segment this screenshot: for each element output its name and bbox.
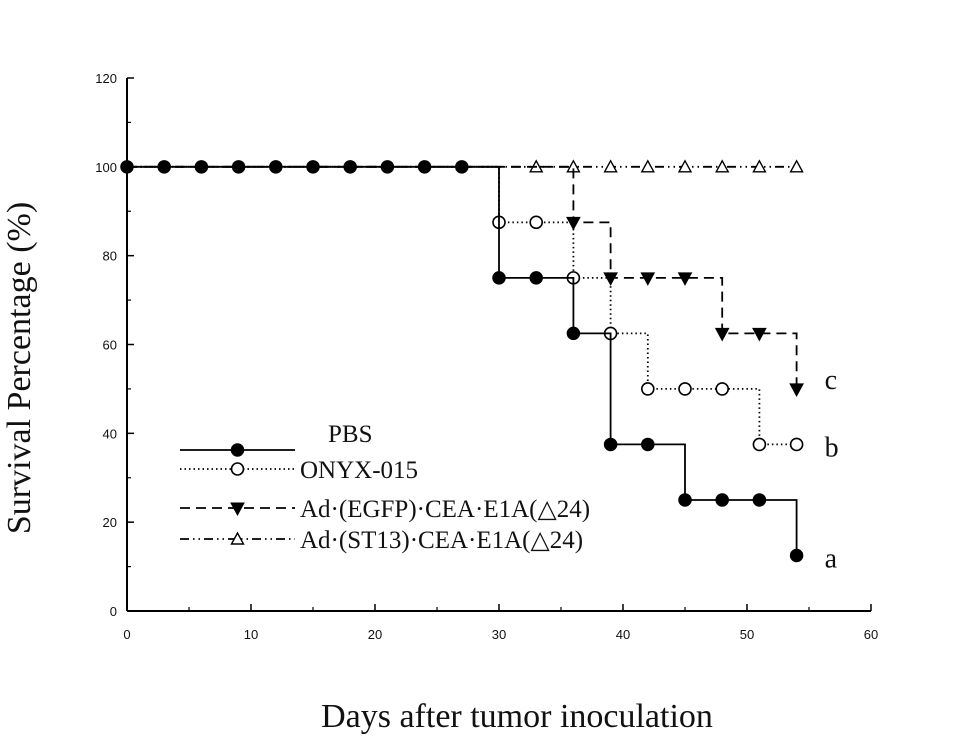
x-tick-label: 10 [244,627,258,642]
data-point [603,437,618,452]
data-point [640,159,655,173]
data-point [752,159,767,173]
series-end-label: c [825,365,837,396]
data-point [194,160,209,174]
data-point [603,272,618,286]
data-point [715,382,730,396]
legend: PBS ONYX-015 Ad·(EGFP)·CEA·E1A(△24) Ad·(ST1… [180,421,590,554]
data-point [714,327,730,342]
series-layer [120,159,804,563]
data-point [455,160,469,174]
data-point [752,437,767,452]
data-point [417,160,432,174]
data-point [789,159,804,173]
data-point [752,493,767,507]
legend-entry: Ad·(EGFP)·CEA·E1A(△24) [180,496,590,523]
x-tick-label: 60 [864,627,878,642]
y-tick-label: 80 [103,249,117,264]
series-2 [127,165,804,452]
data-point [566,326,581,341]
y-tick-label: 40 [103,426,117,441]
legend-marker [230,443,245,457]
data-point [677,159,693,173]
x-tick-label: 40 [616,627,630,642]
data-point [789,383,804,397]
legend-label: Ad·(ST13)·CEA·E1A(△24) [300,527,583,554]
data-point [752,327,767,342]
data-point [157,160,171,174]
y-tick-label: 0 [110,604,117,619]
series-end-label: b [825,432,839,463]
series-line [127,165,797,446]
end-labels: a b c [825,365,839,575]
series-line [127,165,798,389]
legend-label: PBS [328,421,372,448]
series-3 [127,165,804,397]
data-point [678,493,692,507]
data-point [678,382,692,396]
data-point [269,160,283,174]
data-point [677,272,693,286]
y-tick-label: 20 [103,515,117,530]
legend-label: ONYX-015 [300,457,418,484]
data-point [640,272,656,286]
axes: 0 20 40 60 80 100 120 0 10 20 30 40 50 60 [95,71,878,642]
data-point [789,437,804,452]
legend-entry: ONYX-015 [180,457,418,484]
data-point [380,160,395,174]
data-point [231,160,246,174]
legend-marker [230,531,245,545]
data-point [566,216,581,231]
x-tick-label: 50 [740,627,754,642]
x-axis-title: Days after tumor inoculation [321,698,713,735]
data-point [603,159,618,173]
x-tick-label: 20 [368,627,382,642]
legend-marker [230,462,245,476]
data-point [529,215,544,230]
data-point [715,493,729,507]
data-point [306,160,320,174]
y-tick-label: 100 [95,160,117,175]
y-axis-title: Survival Percentage (%) [1,202,38,534]
data-point [715,159,730,173]
data-point [789,548,804,563]
data-point [343,160,357,174]
data-point [640,382,655,396]
y-tick-label: 120 [95,71,117,86]
data-point [641,437,655,452]
series-end-label: a [825,543,838,574]
legend-marker [230,502,245,517]
x-tick-label: 30 [492,627,506,642]
data-point [529,271,543,285]
legend-entry: PBS [180,421,372,457]
data-point [120,160,134,174]
legend-entry: Ad·(ST13)·CEA·E1A(△24) [180,527,583,554]
x-tick-label: 0 [123,627,130,642]
y-tick-label: 60 [103,338,117,353]
legend-label: Ad·(EGFP)·CEA·E1A(△24) [300,496,590,523]
series-1 [120,160,804,563]
data-point [492,271,506,285]
